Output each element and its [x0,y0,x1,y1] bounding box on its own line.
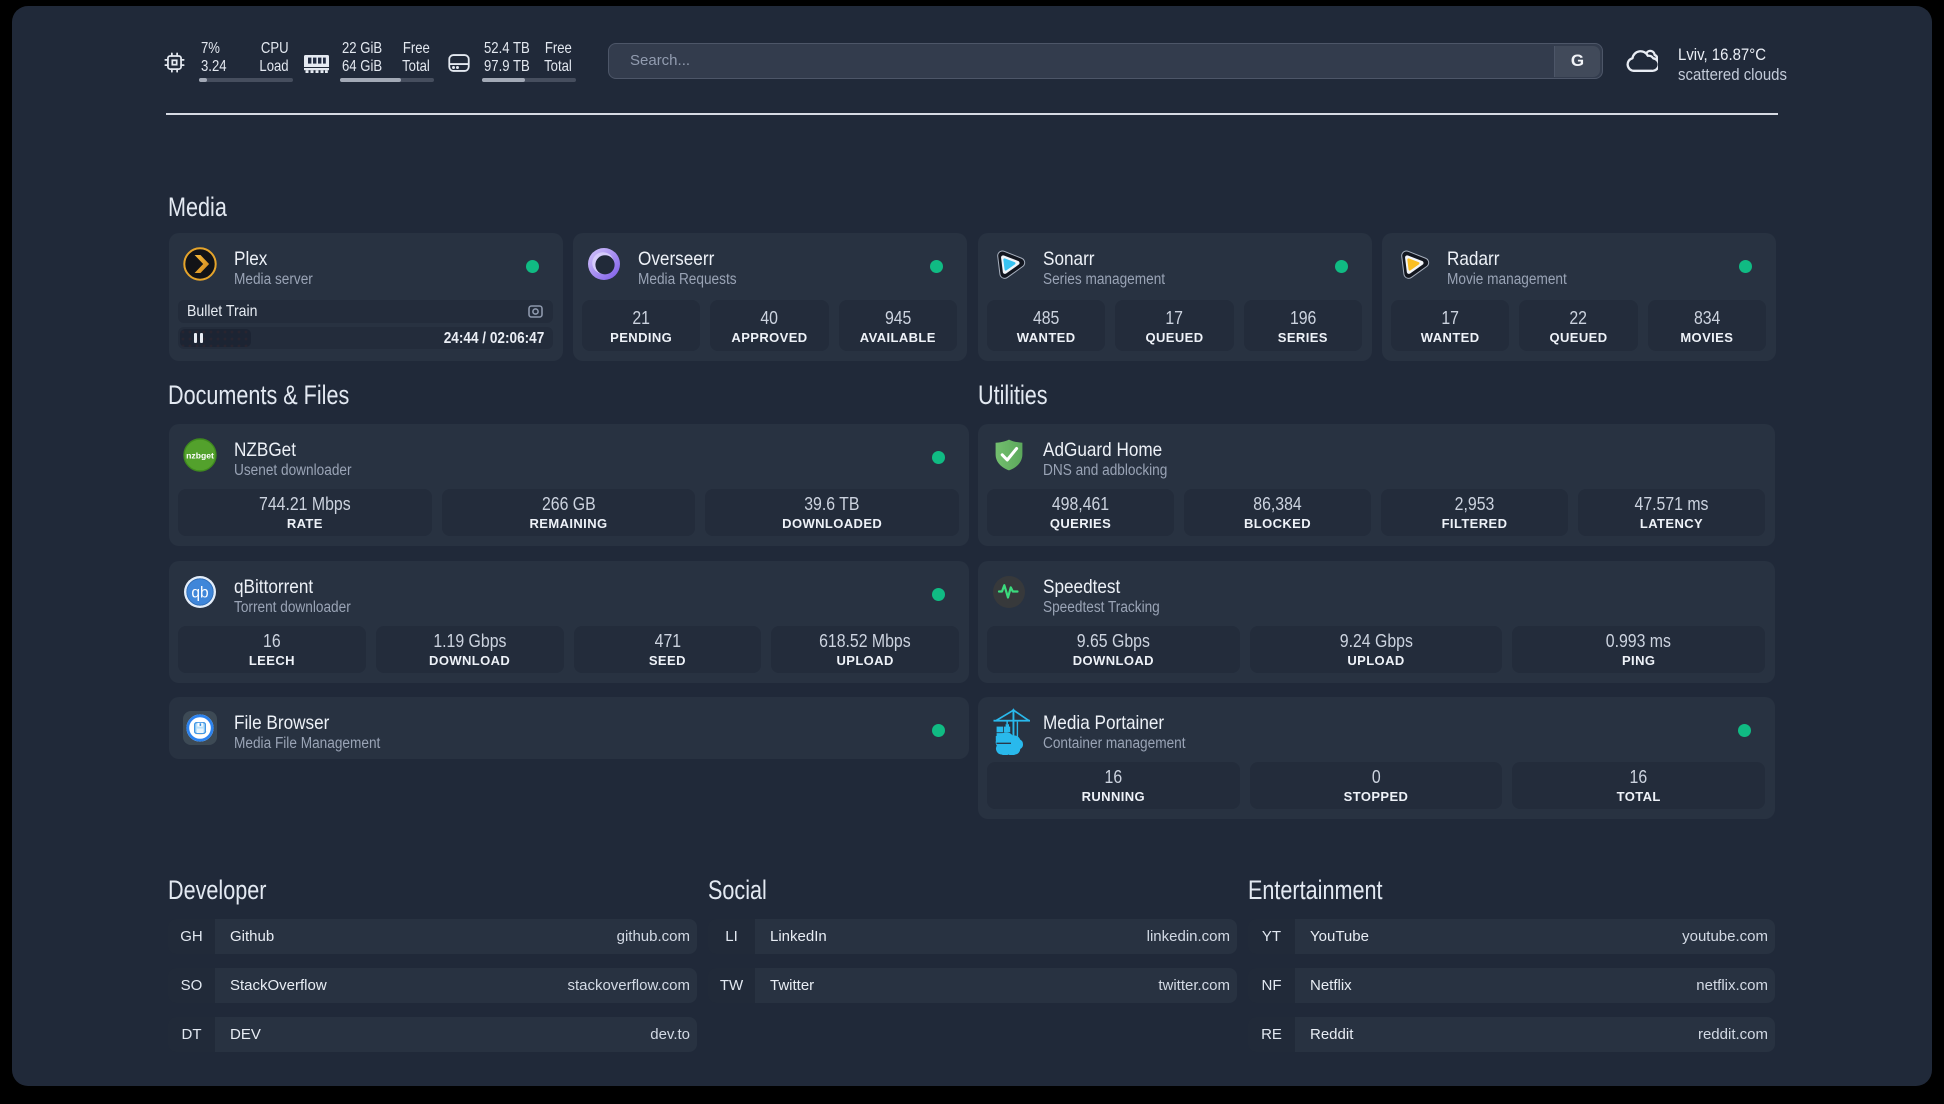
svg-text:nzbget: nzbget [186,451,214,461]
svg-text:qb: qb [191,584,208,601]
